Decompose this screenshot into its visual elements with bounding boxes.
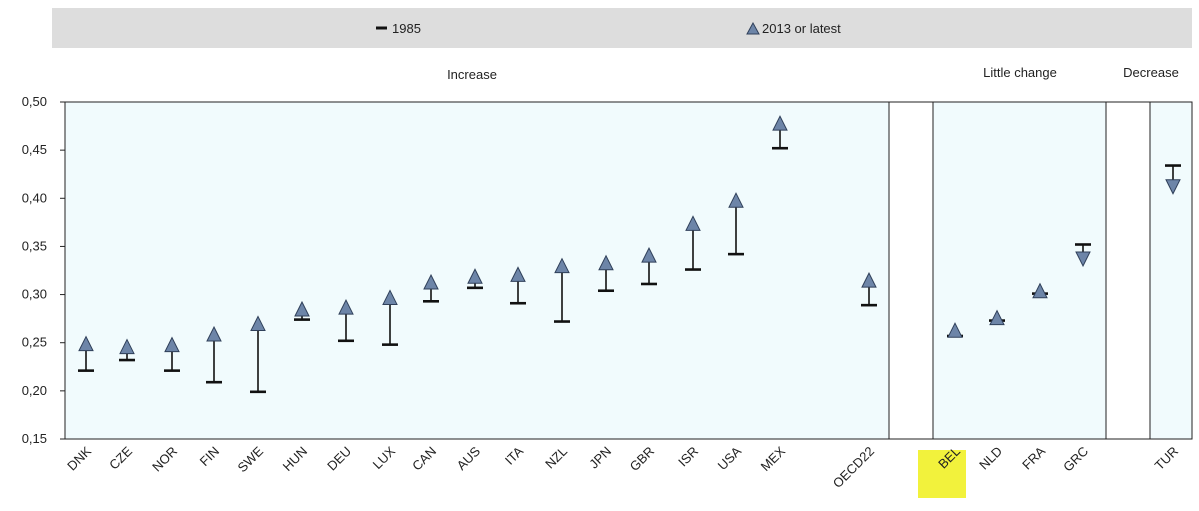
marker-2013-bel [947, 322, 963, 338]
legend-label-2013: 2013 or latest [762, 21, 841, 36]
x-label-oecd22: OECD22 [830, 444, 877, 491]
x-label-lux: LUX [370, 443, 399, 472]
x-label-tur: TUR [1152, 444, 1181, 473]
marker-2013-nzl [554, 257, 570, 274]
group-label-little-change: Little change [983, 65, 1057, 80]
marker-2013-gbr [641, 246, 657, 263]
x-label-hun: HUN [280, 444, 311, 475]
y-tick-label: 0,35 [22, 238, 47, 253]
legend-item-1985: 1985 [376, 21, 421, 36]
marker-2013-lux [382, 289, 398, 305]
y-tick-label: 0,20 [22, 383, 47, 398]
x-axis-labels: DNK CZE NOR FIN SWE HUN DEU LUX CAN AUS ITA NZL JPN G… [64, 443, 1181, 491]
legend-item-2013: 2013 or latest [746, 21, 841, 36]
panel-increase [64, 101, 890, 440]
marker-2013-mex [772, 115, 788, 131]
x-label-isr: ISR [675, 444, 701, 470]
marker-2013-nor [164, 336, 180, 353]
x-label-mex: MEX [758, 443, 789, 474]
highlight-bel [918, 450, 966, 498]
marker-2013-grc [1075, 251, 1091, 268]
x-label-cze: CZE [106, 443, 135, 472]
marker-2013-cze [119, 338, 135, 355]
marker-2013-jpn [598, 254, 614, 271]
marker-2013-can [423, 273, 439, 290]
legend-box [52, 8, 1192, 48]
x-label-nor: NOR [149, 444, 180, 475]
x-label-dnk: DNK [64, 443, 94, 473]
y-tick-label: 0,30 [22, 287, 47, 302]
panel-gap-1 [888, 101, 934, 440]
y-axis: 0,15 0,20 0,25 0,30 0,35 0,40 0,45 0,50 [22, 94, 65, 446]
x-label-usa: USA [715, 443, 745, 473]
data-marks [78, 115, 1181, 394]
marker-2013-nld [989, 309, 1005, 326]
marker-2013-dnk [78, 335, 94, 352]
x-label-fin: FIN [197, 444, 222, 469]
y-tick-label: 0,40 [22, 190, 47, 205]
x-label-gbr: GBR [627, 444, 658, 475]
marker-2013-swe [250, 315, 266, 331]
y-tick-label: 0,50 [22, 94, 47, 109]
group-label-decrease: Decrease [1123, 65, 1179, 80]
panel-little-change [932, 101, 1107, 440]
marker-2013-ita [510, 266, 526, 282]
y-tick-label: 0,15 [22, 431, 47, 446]
marker-2013-usa [728, 192, 744, 208]
marker-2013-hun [294, 300, 310, 317]
x-label-can: CAN [409, 444, 439, 474]
x-label-nld: NLD [976, 444, 1005, 473]
marker-2013-fra [1032, 282, 1048, 299]
panel-gap-2 [1105, 101, 1151, 440]
marker-2013-isr [685, 215, 701, 231]
legend-label-1985: 1985 [392, 21, 421, 36]
marker-2013-oecd22 [861, 272, 877, 288]
x-label-aus: AUS [454, 443, 484, 473]
x-label-swe: SWE [235, 443, 267, 475]
y-tick-label: 0,25 [22, 335, 47, 350]
marker-2013-aus [467, 268, 483, 284]
marker-2013-fin [206, 325, 222, 342]
x-label-jpn: JPN [586, 444, 614, 472]
x-label-deu: DEU [324, 444, 354, 474]
x-label-ita: ITA [502, 443, 526, 467]
legend-triangle-marker [746, 21, 760, 35]
marker-2013-deu [338, 298, 354, 315]
marker-2013-tur [1165, 179, 1181, 195]
x-label-fra: FRA [1019, 443, 1048, 472]
group-label-increase: Increase [447, 67, 497, 82]
panel-decrease [1149, 101, 1193, 440]
x-label-nzl: NZL [542, 444, 570, 472]
y-tick-label: 0,45 [22, 142, 47, 157]
x-label-grc: GRC [1060, 444, 1091, 475]
